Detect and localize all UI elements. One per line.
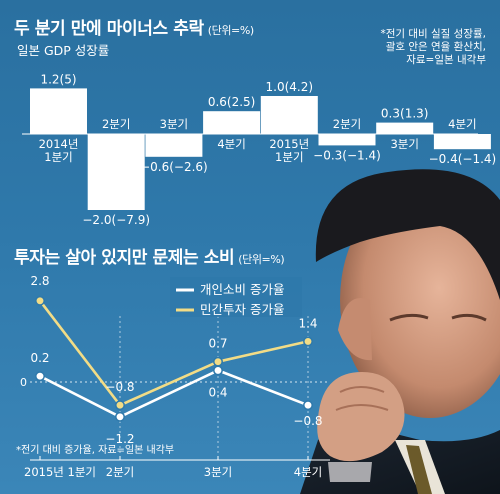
bar-value-label-3: −0.6(−2.6)	[140, 160, 208, 174]
line-chart-title-text: 투자는 살아 있지만 문제는 소비	[14, 248, 235, 268]
bar-chart-title-text: 두 분기 만에 마이너스 추락	[14, 19, 204, 39]
bar-category-label-1-2: 1분기	[44, 150, 72, 164]
series-1-value-label-3: 0.4	[208, 385, 227, 399]
series-2-point-3	[213, 356, 223, 367]
bar-category-label-3-1: 3분기	[160, 117, 188, 131]
bar-value-label-5: 1.0(4.2)	[266, 80, 314, 94]
series-1-value-label-1: 0.2	[30, 351, 49, 365]
bar-category-label-4-1: 4분기	[217, 137, 245, 151]
line-chart-unit: (단위=%)	[238, 253, 285, 266]
legend-label-1: 개인소비 증가율	[200, 282, 284, 297]
x-tick-label-1: 2015년 1분기	[24, 465, 96, 479]
bar-category-label-2-1: 2분기	[102, 117, 130, 131]
zero-label: 0	[20, 376, 27, 389]
series-1-point-3	[213, 365, 223, 376]
series-2-point-2	[115, 400, 125, 411]
bar-value-label-6: −0.3(−1.4)	[313, 148, 381, 162]
bar-chart-subtitle: 일본 GDP 성장률	[17, 43, 110, 58]
bar-2	[87, 134, 145, 210]
bar-1	[30, 88, 87, 134]
series-1-point-4	[303, 400, 313, 411]
bar-category-label-6-1: 2분기	[333, 117, 361, 131]
bar-note-line-3: 자료=일본 내각부	[406, 54, 486, 66]
line-chart-title: 투자는 살아 있지만 문제는 소비 (단위=%)	[14, 243, 285, 268]
series-2-value-label-1: 2.8	[30, 274, 49, 288]
bar-value-label-1: 1.2(5)	[40, 72, 76, 86]
bar-6	[318, 134, 376, 146]
bar-category-label-1-1: 2014년	[39, 137, 79, 151]
series-1-point-1	[35, 371, 45, 382]
x-tick-label-3: 3분기	[204, 465, 232, 479]
bar-category-label-5-1: 2015년	[269, 137, 309, 151]
bar-5	[260, 96, 318, 134]
bar-7	[376, 122, 434, 134]
bar-category-label-7-1: 3분기	[390, 137, 418, 151]
bar-4	[203, 111, 261, 134]
bar-value-label-7: 0.3(1.3)	[381, 107, 429, 121]
series-2-point-1	[35, 295, 45, 306]
x-tick-label-2: 2분기	[106, 465, 134, 479]
bar-note-line-1: *전기 대비 실질 성장률,	[380, 28, 486, 40]
bar-value-label-2: −2.0(−7.9)	[82, 213, 150, 227]
series-2-value-label-3: 0.7	[208, 337, 227, 351]
bar-chart-unit: (단위=%)	[207, 24, 254, 37]
bar-8	[433, 134, 491, 150]
x-tick-label-4: 4분기	[294, 465, 322, 479]
series-2-value-label-2: −0.8	[105, 380, 134, 394]
legend-label-2: 민간투자 증가율	[200, 302, 284, 317]
series-1-point-2	[115, 411, 125, 422]
bar-value-label-8: −0.4(−1.4)	[429, 152, 497, 166]
series-2-point-4	[303, 336, 313, 347]
bar-category-label-8-1: 4분기	[448, 117, 476, 131]
bar-3	[145, 134, 203, 157]
line-chart-note: *전기 대비 증가율, 자료=일본 내각부	[16, 445, 175, 456]
series-2-value-label-4: 1.4	[298, 316, 317, 330]
series-line-1	[39, 369, 309, 419]
bar-chart-note: *전기 대비 실질 성장률, 괄호 안은 연율 환산치, 자료=일본 내각부	[380, 28, 486, 67]
bar-value-label-4: 0.6(2.5)	[208, 95, 256, 109]
bar-chart-title: 두 분기 만에 마이너스 추락 (단위=%)	[14, 14, 254, 39]
series-1-value-label-2: −1.2	[105, 432, 134, 446]
bar-note-line-2: 괄호 안은 연율 환산치,	[385, 41, 486, 53]
series-line-2	[38, 300, 309, 407]
bar-category-label-5-2: 1분기	[275, 150, 303, 164]
series-1-value-label-4: −0.8	[293, 414, 322, 428]
